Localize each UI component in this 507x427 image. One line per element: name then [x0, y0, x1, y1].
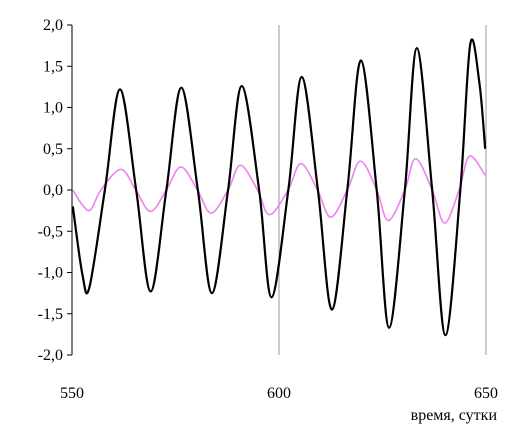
x-tick-label: 600: [267, 385, 291, 402]
y-tick-label: 0,5: [43, 141, 63, 158]
series-line-black: [71, 38, 487, 337]
series-layer: [71, 38, 487, 337]
y-tick-label: -1,0: [38, 265, 63, 282]
y-tick-label: 1,5: [43, 58, 63, 75]
y-tick-label: -1,5: [38, 306, 63, 323]
tick-labels: 2,0 1,5 1,0 0,5 0,0 -0,5 -1,0 -1,5 -2,0 550 600 650: [38, 17, 498, 402]
y-tick-label: 0,0: [43, 182, 63, 199]
y-tick-label: 2,0: [43, 17, 63, 34]
y-tick-label: -2,0: [38, 347, 63, 364]
x-tick-label: 550: [60, 385, 84, 402]
y-tick-label: -0,5: [38, 223, 63, 240]
x-axis-title: время, сутки: [411, 407, 498, 424]
series-line-pink: [72, 155, 486, 224]
y-tick-label: 1,0: [43, 100, 63, 117]
y-axis: [67, 24, 73, 356]
x-tick-label: 650: [474, 385, 498, 402]
vertical-gridlines: [278, 25, 487, 355]
